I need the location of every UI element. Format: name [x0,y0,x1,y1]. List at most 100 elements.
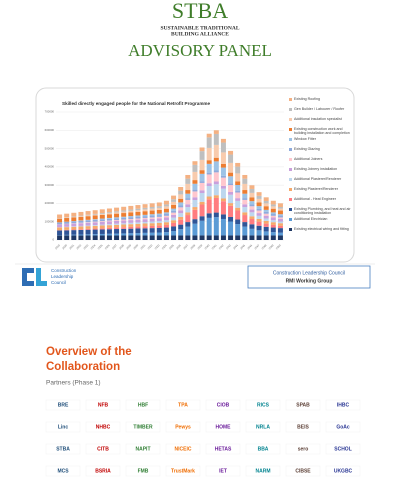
bar-segment [242,235,248,240]
bar-segment [249,201,255,205]
bar-segment [235,173,241,182]
bar-segment [135,219,141,223]
bar-segment [135,216,141,219]
bar-segment [121,217,127,220]
bar-segment [156,232,162,236]
bar-segment [149,217,155,219]
legend-entry: Window Fitter [289,137,351,147]
bar-segment [57,218,63,223]
bar-segment [92,210,98,214]
bar-segment [92,214,98,216]
bar-segment [78,229,84,230]
bar-segment [57,227,63,231]
bar-segment [270,213,276,216]
bar-segment [249,228,255,236]
bar-segment [85,235,91,240]
bar-segment [220,214,226,219]
bar-segment [114,223,120,225]
legend-entry: Additional - Heat Engineer [289,197,351,207]
bar-segment [99,228,105,230]
bar-segment [163,217,169,221]
bar-segment [270,212,276,214]
bar-segment [135,215,141,217]
bar-segment [228,162,234,173]
bar-segment [270,206,276,209]
bar-segment [249,188,255,193]
bar-segment [121,235,127,240]
bar-segment [178,194,184,199]
legend-entry: Existing Plumbing, and heat and air cond… [289,207,351,217]
bar-segment [228,183,234,186]
legend-entry: Additional Electrician [289,217,351,227]
x-tick-label: 2032 [146,243,153,250]
brand-title: STBA [172,0,228,23]
bar-segment [128,233,134,236]
bar-segment [277,217,283,219]
bar-segment [114,207,120,212]
bar-segment [121,216,127,218]
bar-segment [185,215,191,223]
bar-segment [106,224,112,226]
bar-segment [192,164,198,172]
bar-segment [242,212,248,216]
legend-swatch [289,107,292,111]
bar-segment [92,225,98,229]
bar-segment [199,182,205,191]
partner-logo: IHBC [337,402,350,408]
bar-segment [263,211,269,214]
y-tick-label: 0 [52,238,54,242]
bar-segment [199,220,205,236]
bar-segment [78,216,84,217]
bar-segment [156,235,162,240]
bar-segment [228,194,234,204]
bar-segment [92,235,98,240]
bar-segment [71,216,77,218]
x-tick-label: 2039 [196,243,203,250]
bar-segment [213,181,219,185]
heading: ADVISORY PANEL [128,41,272,60]
bar-segment [156,216,162,219]
x-tick-label: 2049 [268,243,275,250]
bar-segment [171,217,177,221]
bar-segment [249,204,255,207]
legend-entry: Additional Plasterer/Renderer [289,177,351,187]
bar-segment [85,222,91,226]
bar-segment [256,208,262,211]
bar-segment [142,207,148,210]
bar-segment [192,223,198,236]
bar-segment [114,224,120,228]
bar-segment [64,224,70,227]
bar-segment [192,207,198,210]
y-tick-label: 700000 [45,110,55,114]
legend-swatch [289,117,292,121]
brand-subtitle: BUILDING ALLIANCE [171,31,229,37]
partner-logo: NHBC [96,424,111,430]
bar-segment [263,209,269,212]
bar-segment [277,214,283,216]
bar-segment [213,157,219,162]
bar-segment [270,224,276,228]
bar-segment [71,221,77,224]
bar-segment [235,219,241,225]
bar-segment [192,189,198,192]
legend-label: Existing construction work and building … [294,127,350,136]
bar-segment [206,235,212,240]
bar-segment [78,220,84,223]
partner-logo-box [245,399,281,411]
bar-segment [277,225,283,229]
partner-logo: Pewys [175,424,191,430]
bar-segment [249,216,255,220]
bar-segment [263,213,269,216]
bar-segment [128,212,134,217]
partner-logo: HOME [216,424,232,430]
bar-segment [242,215,248,223]
bar-segment [277,232,283,236]
bar-segment [220,198,226,202]
bar-segment [199,201,205,205]
bar-segment [213,212,219,218]
bar-segment [263,226,269,232]
bar-segment [228,150,234,155]
partner-logo-box [245,443,281,455]
bar-segment [249,212,255,217]
